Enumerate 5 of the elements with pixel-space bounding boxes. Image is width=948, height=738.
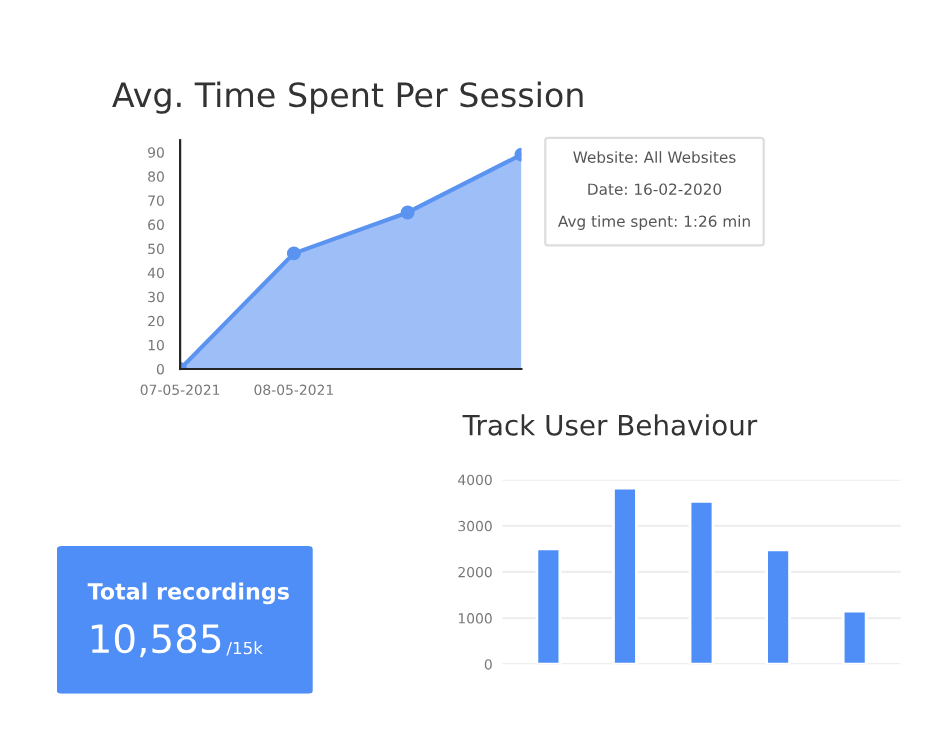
- text: Total recordings: [87, 582, 289, 605]
- chart-title: Track User Behaviour: [462, 414, 758, 436]
- chart-title: Avg. Time Spent Per Session: [112, 81, 583, 114]
- text: /15k: [226, 641, 263, 656]
- text: 10,585: [91, 623, 221, 658]
